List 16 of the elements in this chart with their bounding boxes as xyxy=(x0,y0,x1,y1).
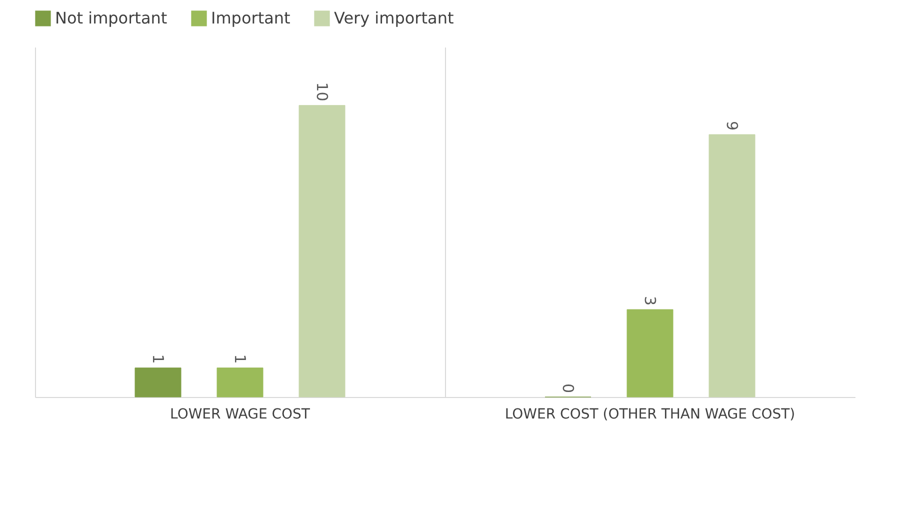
bar xyxy=(134,368,182,398)
x-tick-label: LOWER COST (OTHER THAN WAGE COST) xyxy=(504,406,796,422)
x-tick-label: LOWER WAGE COST xyxy=(170,406,310,422)
bar xyxy=(216,368,264,398)
legend-label: Very important xyxy=(334,8,454,28)
data-label: 1 xyxy=(231,354,249,364)
bar xyxy=(626,309,674,398)
data-label: 10 xyxy=(313,82,331,102)
bar xyxy=(298,105,346,398)
data-label: 0 xyxy=(559,383,577,393)
data-label: 1 xyxy=(149,354,167,364)
data-label: 3 xyxy=(641,296,659,306)
bar xyxy=(708,134,756,398)
data-label: 9 xyxy=(723,120,741,130)
legend-label: Not important xyxy=(55,8,168,28)
legend-label: Important xyxy=(211,8,290,28)
